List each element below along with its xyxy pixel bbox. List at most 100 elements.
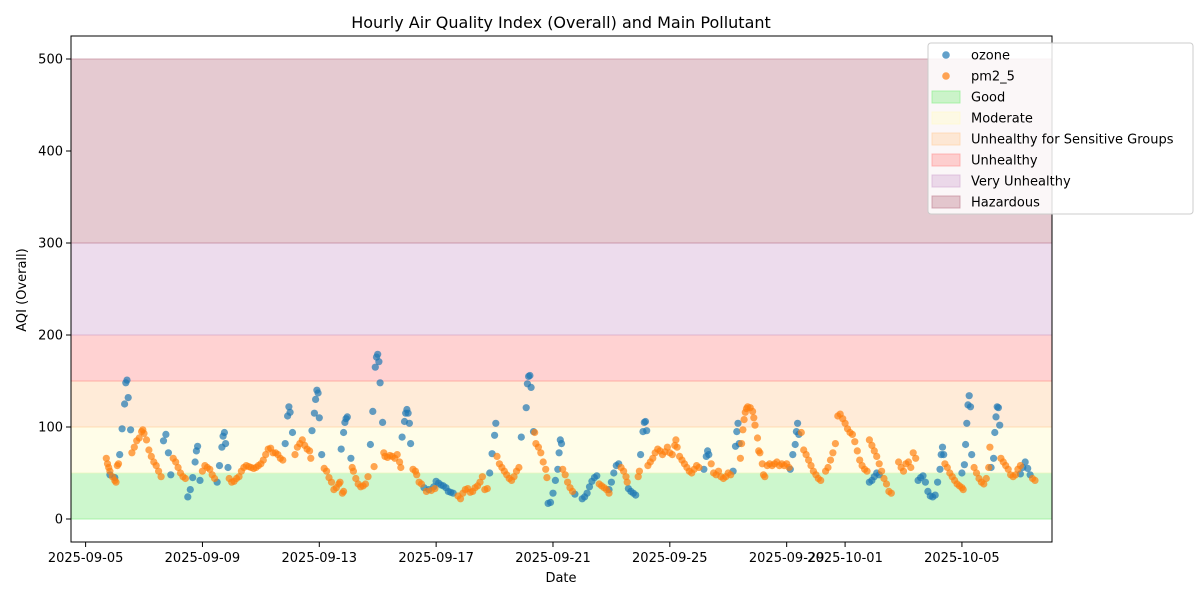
data-point — [127, 426, 135, 434]
data-point — [364, 473, 372, 481]
data-point — [761, 473, 769, 481]
data-point — [279, 456, 287, 464]
data-point — [546, 498, 555, 506]
data-point — [196, 476, 204, 484]
data-point — [310, 409, 318, 417]
data-points — [102, 350, 1039, 507]
data-point — [851, 438, 859, 446]
data-point — [632, 491, 640, 499]
data-point — [135, 434, 143, 442]
data-point — [555, 449, 563, 457]
data-point — [672, 436, 680, 444]
data-point — [285, 403, 293, 411]
data-point — [112, 478, 120, 486]
data-point — [996, 421, 1004, 429]
data-point — [172, 458, 180, 466]
data-point — [343, 413, 351, 421]
data-point — [919, 472, 927, 480]
legend-label: Very Unhealthy — [971, 175, 1071, 190]
data-point — [943, 463, 951, 472]
data-point — [375, 358, 383, 366]
y-tick-label: 400 — [38, 145, 63, 160]
data-point — [159, 437, 168, 445]
data-point — [291, 451, 299, 459]
data-point — [807, 462, 815, 470]
data-point — [308, 427, 316, 435]
plot-frame — [70, 35, 1053, 543]
data-point — [931, 491, 939, 499]
data-point — [417, 480, 426, 488]
aqi-band-4 — [70, 242, 1053, 336]
data-point — [527, 383, 535, 391]
x-tick-label: 2025-09-21 — [515, 551, 591, 566]
chart-title: Hourly Air Quality Index (Overall) and M… — [351, 13, 771, 32]
data-point — [802, 451, 810, 459]
data-point — [123, 376, 131, 384]
data-point — [865, 436, 874, 444]
data-point — [306, 447, 314, 455]
data-point — [895, 458, 903, 466]
legend-swatch — [931, 132, 961, 146]
data-point — [649, 454, 657, 462]
x-tick-label: 2025-09-13 — [282, 551, 358, 566]
y-tick-label: 200 — [38, 329, 63, 344]
data-point — [349, 467, 357, 475]
data-point — [286, 408, 294, 416]
legend-label: Moderate — [971, 112, 1033, 127]
data-point — [370, 463, 378, 471]
data-point — [739, 426, 747, 434]
legend-label: Unhealthy — [971, 154, 1038, 169]
data-point — [635, 467, 644, 475]
data-point — [186, 486, 194, 494]
data-point — [262, 451, 270, 459]
data-point — [826, 456, 835, 464]
data-point — [1016, 462, 1024, 470]
legend-label: Hazardous — [971, 196, 1040, 211]
legend-swatch — [931, 90, 961, 104]
data-point — [797, 428, 805, 437]
data-point — [663, 443, 672, 451]
data-point — [537, 449, 545, 457]
data-point — [907, 463, 915, 472]
legend-swatch — [931, 174, 961, 188]
data-point — [224, 463, 232, 472]
data-point — [102, 454, 110, 462]
data-point — [1031, 476, 1039, 484]
data-point — [128, 449, 136, 457]
data-point — [478, 473, 486, 481]
y-tick-label: 300 — [38, 237, 63, 252]
data-point — [379, 418, 387, 426]
data-point — [167, 471, 175, 479]
data-point — [958, 469, 966, 477]
data-point — [526, 371, 534, 380]
data-point — [753, 434, 762, 442]
data-point — [904, 458, 913, 466]
data-point — [157, 473, 165, 481]
data-point — [791, 440, 799, 449]
data-point — [605, 489, 613, 497]
data-point — [198, 467, 206, 475]
data-point — [749, 407, 757, 415]
data-point — [962, 440, 970, 449]
data-point — [194, 442, 202, 450]
data-point — [938, 443, 947, 451]
y-tick-label: 500 — [38, 53, 63, 68]
data-point — [966, 403, 975, 411]
data-point — [643, 427, 651, 435]
data-point — [559, 465, 567, 473]
data-point — [543, 474, 551, 482]
legend-label: pm2_5 — [971, 70, 1015, 85]
data-point — [968, 451, 976, 459]
data-point — [875, 460, 883, 468]
data-point — [789, 451, 797, 459]
data-point — [189, 474, 197, 482]
data-point — [934, 478, 942, 486]
x-tick-label: 2025-09-05 — [48, 551, 124, 566]
data-point — [366, 440, 374, 449]
aqi-band-2 — [70, 380, 1053, 428]
x-tick-label: 2025-09-09 — [165, 551, 241, 566]
data-point — [337, 445, 345, 453]
data-point — [585, 483, 594, 491]
data-point — [371, 363, 379, 371]
